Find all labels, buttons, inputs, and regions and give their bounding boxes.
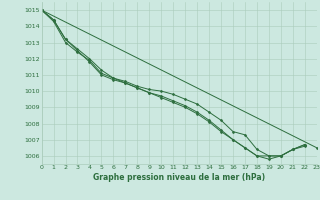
X-axis label: Graphe pression niveau de la mer (hPa): Graphe pression niveau de la mer (hPa) (93, 173, 265, 182)
